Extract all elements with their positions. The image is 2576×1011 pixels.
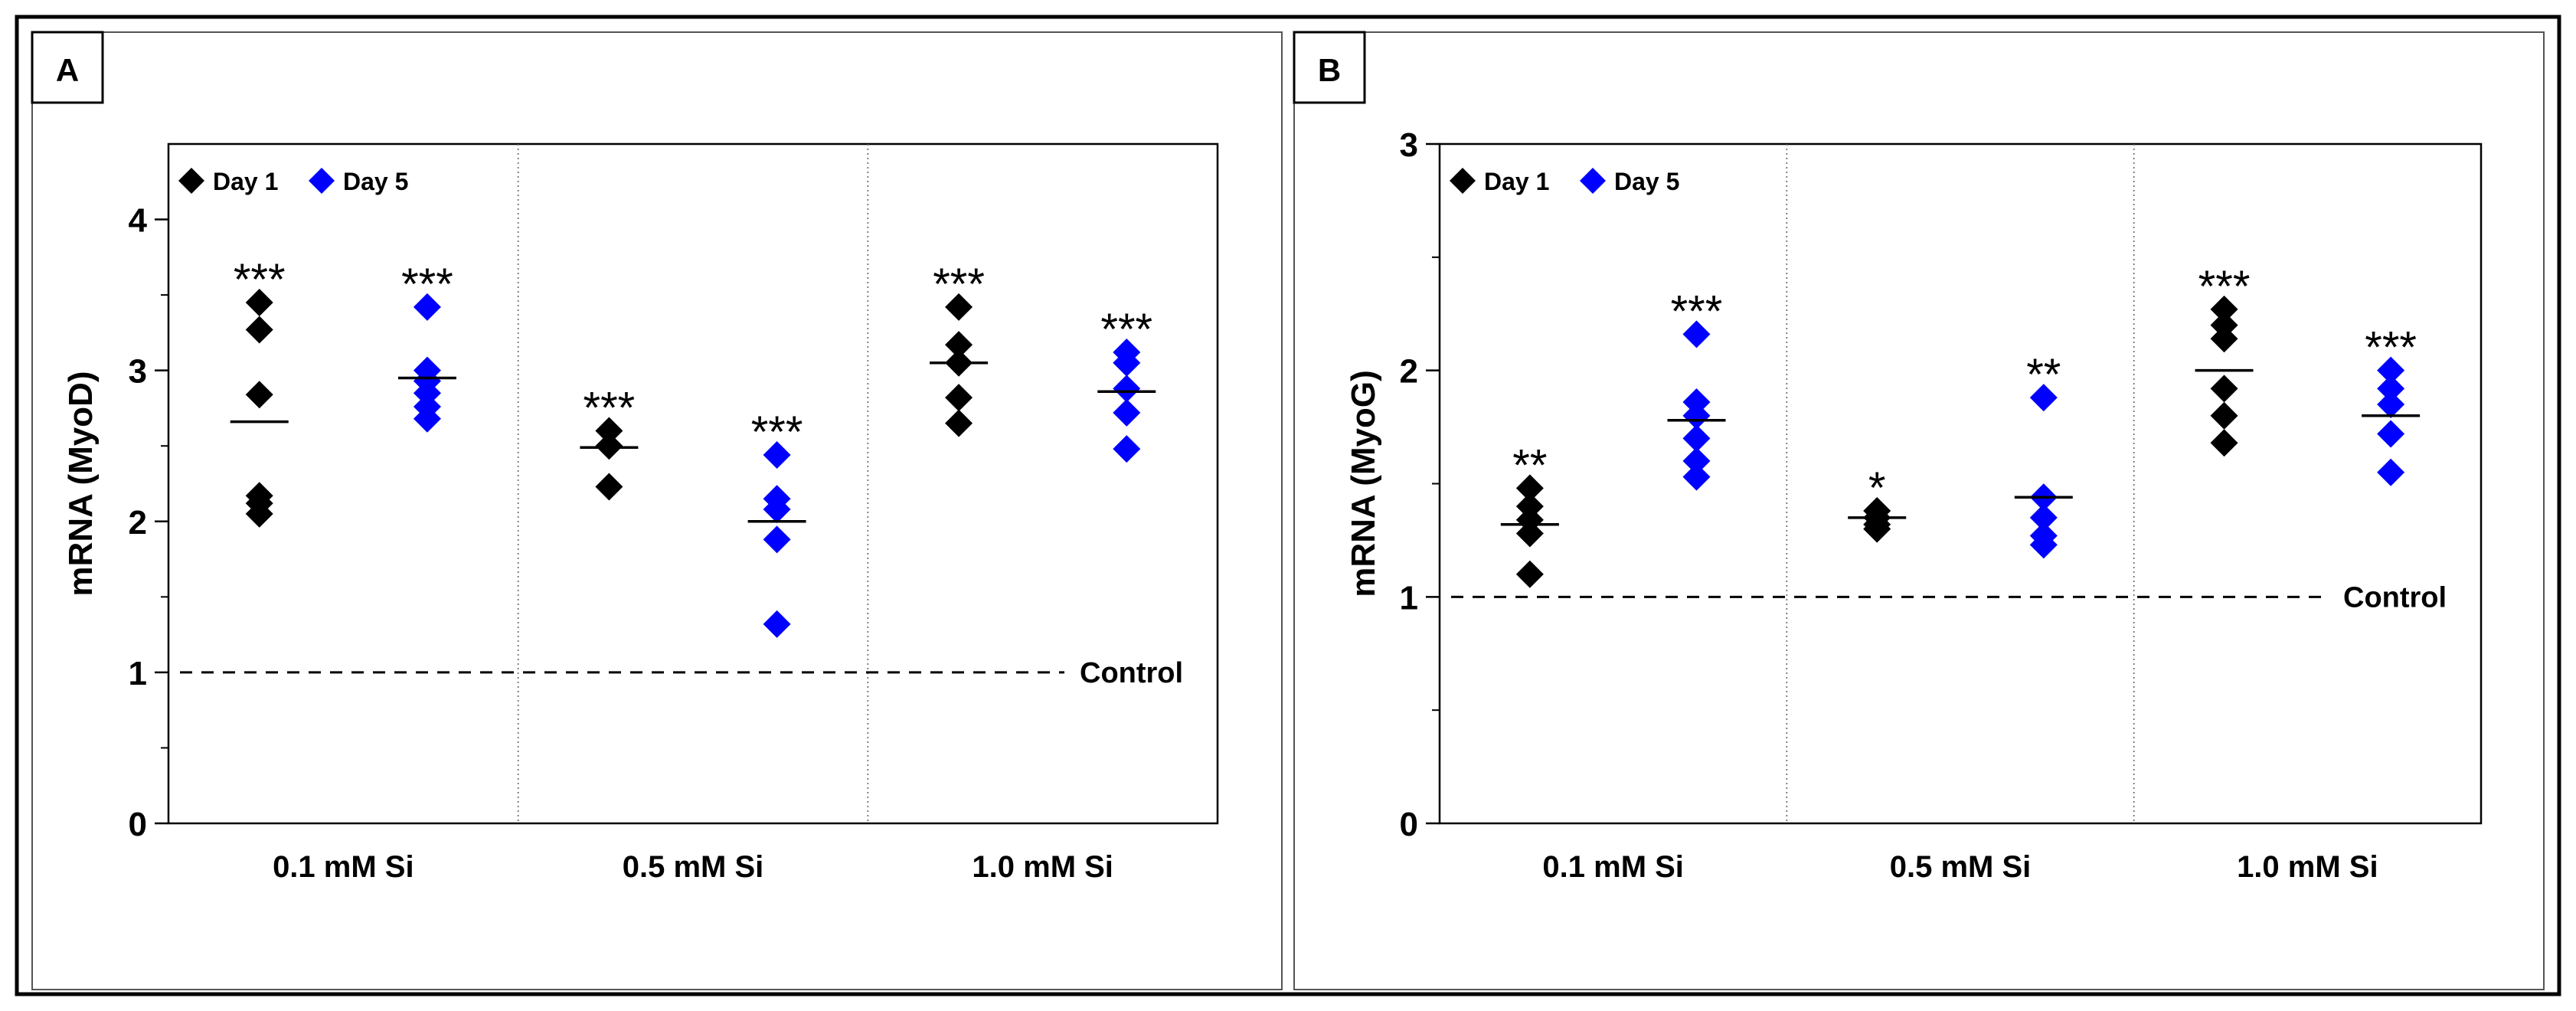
data-point — [1863, 515, 1891, 543]
significance-marker: *** — [933, 260, 985, 309]
data-point — [2377, 391, 2405, 419]
y-tick-label: 1 — [129, 655, 147, 692]
panel-label-box — [1293, 31, 1366, 104]
data-point — [1113, 348, 1141, 377]
x-category-label: 0.5 mM Si — [623, 850, 764, 884]
data-point — [2377, 356, 2405, 384]
data-point — [595, 473, 623, 501]
legend-label: Day 5 — [343, 168, 408, 195]
data-point — [945, 384, 973, 412]
data-point — [945, 293, 973, 321]
data-point — [595, 432, 623, 460]
data-point — [413, 404, 441, 433]
panel-b: B 0 1 2 3 mRNA (MyoG) 0.1 mM Si 0.5 mM Si 1.0 mM… — [1293, 31, 2545, 990]
significance-marker: *** — [2198, 262, 2251, 312]
control-label: Control — [1080, 657, 1183, 689]
x-category-label: 1.0 mM Si — [972, 850, 1113, 884]
data-point — [1515, 560, 1544, 588]
data-point — [2210, 295, 2238, 323]
data-point — [1682, 401, 1711, 430]
data-point — [945, 409, 973, 437]
data-point — [2210, 429, 2238, 457]
y-axis-label: mRNA (MyoG) — [1345, 370, 1382, 597]
plot-area — [167, 142, 1219, 825]
y-tick-label: 0 — [1400, 806, 1418, 843]
y-tick-label: 3 — [129, 353, 147, 391]
data-point — [2377, 420, 2405, 448]
data-point — [1515, 519, 1544, 548]
significance-marker: ** — [1512, 440, 1547, 490]
legend-marker — [178, 168, 204, 194]
data-point — [245, 316, 273, 344]
significance-marker: *** — [1100, 305, 1152, 355]
data-point — [1682, 463, 1711, 491]
significance-marker: *** — [1671, 286, 1723, 336]
x-category-label: 1.0 mM Si — [2237, 850, 2378, 884]
y-tick-label: 2 — [129, 504, 147, 541]
data-point — [2210, 401, 2238, 430]
data-point — [1682, 447, 1711, 475]
data-point — [2029, 531, 2058, 559]
data-point — [245, 288, 273, 316]
data-point — [2210, 325, 2238, 353]
y-tick-label: 4 — [129, 202, 148, 240]
legend-marker — [1450, 168, 1476, 194]
data-point — [1113, 398, 1141, 427]
panel-frame — [1293, 31, 2545, 990]
data-point — [2029, 384, 2058, 412]
data-point — [2377, 375, 2405, 403]
data-point — [763, 610, 791, 638]
control-label: Control — [2343, 581, 2447, 613]
panel-label: A — [56, 52, 79, 88]
y-tick-label: 1 — [1400, 579, 1418, 617]
data-point — [1682, 424, 1711, 453]
legend-marker — [309, 168, 335, 194]
panel-frame — [31, 31, 1283, 990]
data-point — [1682, 320, 1711, 348]
y-tick-label: 3 — [1400, 126, 1418, 164]
data-point — [245, 499, 273, 528]
significance-marker: *** — [751, 407, 803, 457]
panel-a: A 0 1 2 3 4 mRNA (MyoD) 0.1 mM Si 0.5 mM Si 1.0 m… — [31, 31, 1283, 990]
legend-label: Day 5 — [1614, 168, 1679, 195]
panel-label-box — [31, 31, 104, 104]
data-point — [763, 496, 791, 524]
y-tick-label: 0 — [129, 806, 147, 843]
data-point — [945, 331, 973, 359]
x-category-label: 0.1 mM Si — [273, 850, 414, 884]
significance-marker: *** — [2365, 323, 2417, 373]
data-point — [763, 441, 791, 470]
significance-marker: *** — [584, 384, 636, 434]
data-point — [413, 293, 441, 321]
data-point — [2210, 375, 2238, 403]
significance-marker: * — [1868, 463, 1886, 513]
data-point — [1515, 474, 1544, 502]
data-point — [595, 417, 623, 445]
data-point — [1113, 435, 1141, 463]
data-point — [2029, 503, 2058, 532]
y-axis-label: mRNA (MyoD) — [62, 371, 100, 596]
legend-marker — [1580, 168, 1606, 194]
legend-label: Day 1 — [213, 168, 278, 195]
data-point — [2377, 458, 2405, 486]
x-category-label: 0.5 mM Si — [1890, 850, 2032, 884]
significance-marker: *** — [401, 260, 453, 309]
y-tick-label: 2 — [1400, 353, 1418, 391]
data-point — [763, 525, 791, 554]
significance-marker: *** — [234, 255, 286, 305]
data-point — [1113, 375, 1141, 403]
panel-label: B — [1318, 52, 1341, 88]
data-point — [245, 381, 273, 409]
x-category-label: 0.1 mM Si — [1542, 850, 1684, 884]
legend-label: Day 1 — [1484, 168, 1549, 195]
significance-marker: ** — [2026, 350, 2061, 400]
